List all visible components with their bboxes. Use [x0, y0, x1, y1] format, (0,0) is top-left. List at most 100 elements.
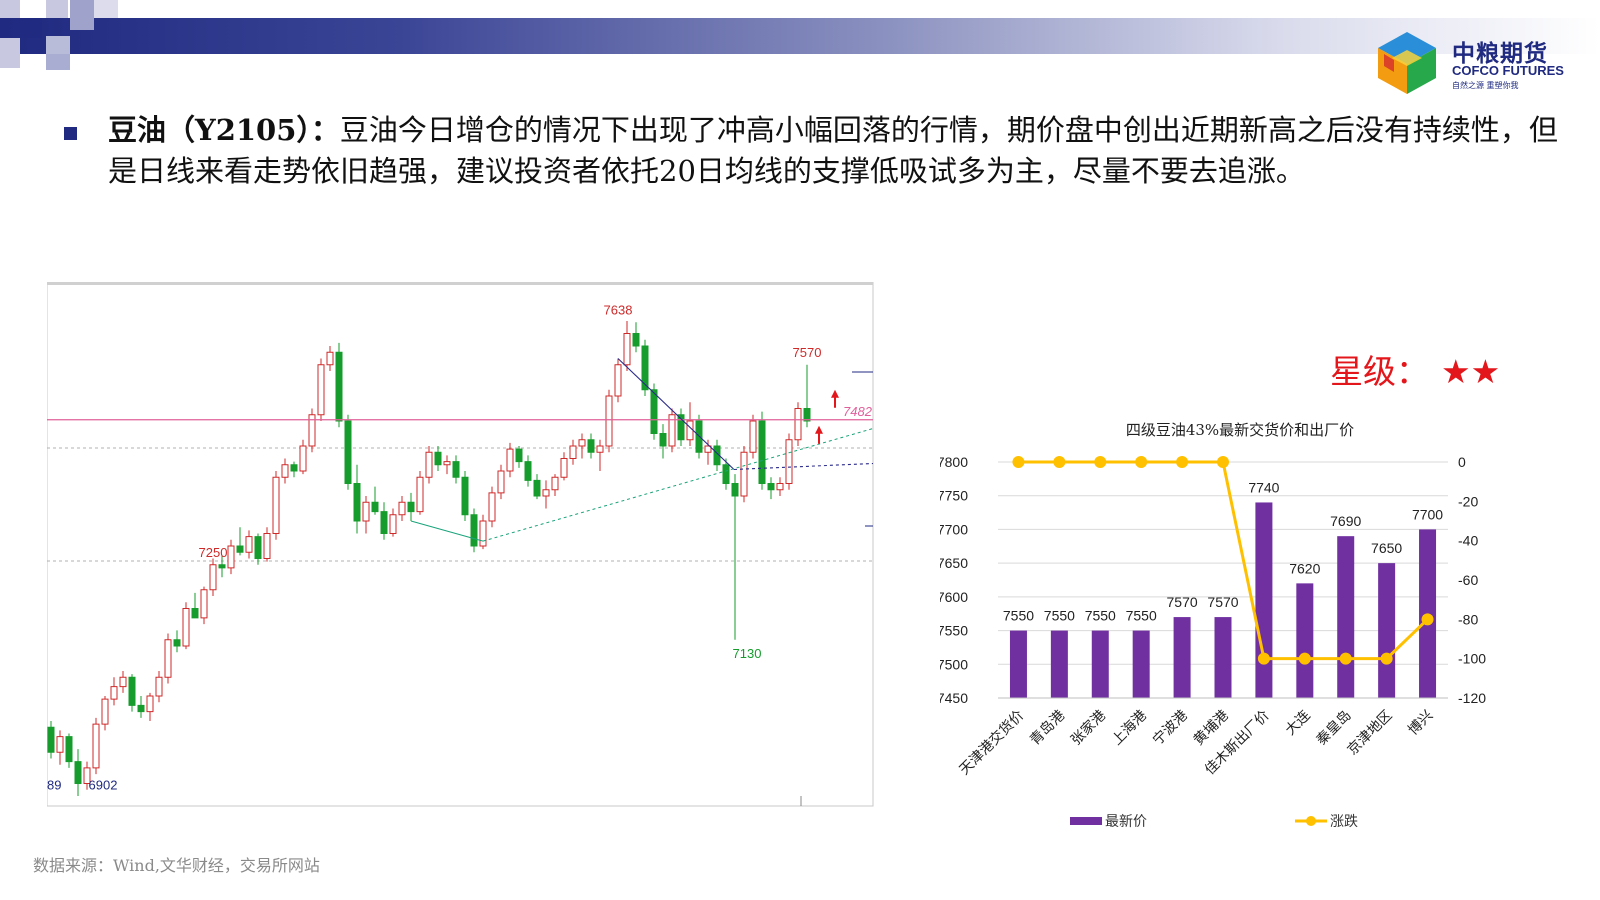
candle-body: [506, 448, 514, 472]
candle-body: [668, 414, 676, 447]
candle-body: [488, 492, 496, 522]
candle-body: [659, 433, 667, 447]
price-annotation-label: 7130: [733, 646, 762, 661]
header-square: [46, 0, 68, 18]
candle-body: [254, 536, 262, 559]
combo-chart-svg: 四级豆油43%最新交货价和出厂价 7550 7550 7550 7550 7570 757…: [937, 421, 1486, 830]
candle-body: [641, 345, 649, 391]
right-y-tick-label: -20: [1458, 493, 1478, 509]
candle-body: [236, 545, 244, 553]
candle-body: [704, 445, 712, 453]
candle-body: [650, 389, 658, 434]
candle-body: [380, 511, 388, 534]
candle-body: [614, 364, 622, 397]
price-annotation-label: 7250: [199, 545, 228, 560]
candle-body: [623, 333, 631, 366]
right-y-tick-label: -60: [1458, 572, 1478, 588]
candle-body: [578, 439, 586, 447]
candle-body: [533, 479, 541, 497]
candle-body: [290, 464, 298, 472]
candle-body: [560, 458, 568, 478]
price-bar: [1050, 630, 1068, 698]
commentary-title: 豆油（Y2105）：: [108, 113, 340, 147]
uptrend-line-extension: [482, 428, 874, 542]
bar-value-label: 7550: [1003, 608, 1034, 624]
commentary-body: 豆油今日增仓的情况下出现了冲高小幅回落的行情，期价盘中创出近期新高之后没有持续性…: [108, 113, 1558, 188]
bar-value-label: 7740: [1248, 479, 1279, 495]
candle-body: [632, 333, 640, 347]
price-annotation-label: 7638: [604, 302, 633, 317]
rating-label: 星级：: [1330, 352, 1429, 391]
category-tick-label: 大连: [1283, 708, 1314, 739]
bar-value-label: 7690: [1330, 513, 1361, 529]
candle-body: [785, 439, 793, 484]
candle-body: [56, 736, 64, 753]
company-logo: 中粮期货 COFCO FUTURES 自然之源 重塑你我: [1372, 30, 1572, 96]
up-arrow-head-icon: [831, 389, 839, 398]
change-point: [1217, 456, 1229, 468]
right-y-tick-label: -80: [1458, 611, 1478, 627]
logo-name-en: COFCO FUTURES: [1452, 63, 1564, 78]
candle-body: [434, 451, 442, 466]
up-arrow-head-icon: [815, 425, 823, 434]
star-rating: 星级： ★★: [1330, 345, 1500, 393]
right-y-tick-label: -100: [1458, 651, 1486, 667]
candle-body: [317, 364, 325, 416]
downtrend-line: [617, 358, 735, 470]
category-tick-label: 京津地区: [1345, 708, 1396, 759]
candle-body: [425, 451, 433, 478]
change-point: [1257, 652, 1270, 665]
candle-body: [218, 564, 226, 569]
candle-body: [587, 439, 595, 453]
candle-body: [155, 676, 163, 697]
uptrend-line: [410, 520, 484, 542]
axis-label-fragment: 89: [47, 777, 61, 792]
change-point: [1012, 456, 1025, 468]
change-point: [1094, 456, 1107, 468]
candle-body: [164, 639, 172, 678]
candle-body: [497, 470, 505, 494]
change-point: [1380, 652, 1393, 665]
price-bar: [1009, 630, 1027, 698]
change-point: [1298, 652, 1311, 665]
candle-body: [731, 483, 739, 497]
candle-body: [722, 464, 730, 484]
bar-value-label: 7650: [1371, 540, 1402, 556]
header-square: [70, 0, 94, 30]
bar-value-label: 7620: [1289, 560, 1320, 576]
candle-body: [515, 448, 523, 463]
change-point: [1176, 456, 1189, 468]
price-bar: [1296, 583, 1314, 698]
candle-body: [227, 545, 235, 569]
bar-value-label: 7550: [1085, 608, 1116, 624]
downtrend-line-extension: [733, 462, 874, 471]
category-tick-label: 博兴: [1405, 707, 1437, 739]
candle-body: [596, 445, 604, 453]
candle-body: [542, 489, 550, 497]
candle-body: [758, 420, 766, 484]
left-y-tick-label: 7600: [940, 589, 968, 605]
header-square: [0, 0, 20, 18]
price-bar: [1214, 617, 1232, 698]
bar-value-label: 7570: [1167, 594, 1198, 610]
bar-value-label: 7550: [1126, 608, 1157, 624]
price-bar: [1132, 630, 1150, 698]
candle-body: [263, 533, 271, 559]
candle-body: [677, 414, 685, 441]
left-y-tick-label: 7450: [940, 690, 968, 706]
candle-body: [308, 414, 316, 447]
candle-body: [272, 476, 280, 534]
candle-body: [776, 483, 784, 491]
header-square: [20, 18, 42, 38]
data-source: 数据来源：Wind,文华财经，交易所网站: [33, 856, 320, 875]
candle-body: [146, 695, 154, 713]
candle-body: [101, 698, 109, 725]
legend-line-label: 涨跌: [1330, 814, 1358, 830]
level-price-label: 7482: [843, 404, 873, 419]
rating-stars: ★★: [1441, 352, 1501, 391]
commentary-paragraph: 豆油（Y2105）：豆油今日增仓的情况下出现了冲高小幅回落的行情，期价盘中创出近…: [108, 110, 1558, 192]
candle-body: [74, 761, 82, 784]
candle-body: [353, 483, 361, 522]
price-bar: [1091, 630, 1109, 698]
legend-line-marker: [1306, 816, 1316, 826]
